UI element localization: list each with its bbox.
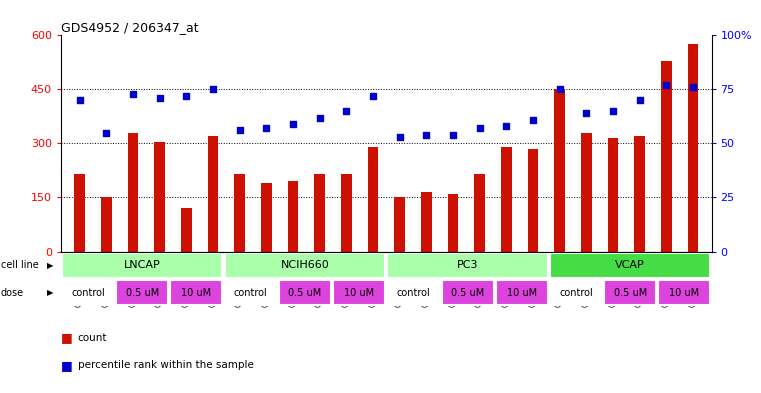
- Bar: [181, 208, 192, 252]
- Bar: [394, 197, 405, 252]
- Text: LNCAP: LNCAP: [124, 260, 161, 270]
- Point: [447, 132, 459, 138]
- Point: [127, 90, 139, 97]
- Point: [234, 127, 246, 134]
- Bar: [581, 132, 591, 252]
- Text: control: control: [559, 288, 593, 298]
- Point: [74, 97, 86, 103]
- Text: ■: ■: [61, 359, 72, 372]
- Text: 0.5 uM: 0.5 uM: [451, 288, 484, 298]
- Text: PC3: PC3: [457, 260, 479, 270]
- Point: [100, 129, 113, 136]
- Bar: [554, 90, 565, 252]
- Bar: [116, 280, 168, 305]
- Bar: [634, 136, 645, 252]
- Bar: [421, 192, 431, 252]
- Bar: [170, 280, 222, 305]
- Text: 0.5 uM: 0.5 uM: [288, 288, 321, 298]
- Text: dose: dose: [1, 288, 24, 298]
- Bar: [474, 174, 485, 252]
- Bar: [75, 174, 85, 252]
- Bar: [661, 61, 671, 252]
- Point: [527, 116, 539, 123]
- Text: control: control: [71, 288, 105, 298]
- Point: [154, 95, 166, 101]
- Bar: [550, 280, 602, 305]
- Point: [660, 82, 672, 88]
- Bar: [234, 174, 245, 252]
- Bar: [341, 174, 352, 252]
- Bar: [101, 197, 112, 252]
- Bar: [387, 253, 548, 278]
- Bar: [687, 44, 698, 252]
- Text: control: control: [234, 288, 268, 298]
- Point: [260, 125, 272, 131]
- Bar: [154, 141, 165, 252]
- Bar: [314, 174, 325, 252]
- Text: control: control: [396, 288, 430, 298]
- Point: [420, 132, 432, 138]
- Text: percentile rank within the sample: percentile rank within the sample: [78, 360, 253, 371]
- Point: [580, 110, 592, 116]
- Bar: [387, 280, 439, 305]
- Bar: [604, 280, 656, 305]
- Point: [180, 93, 193, 99]
- Bar: [279, 280, 331, 305]
- Text: ▶: ▶: [47, 288, 54, 297]
- Text: 0.5 uM: 0.5 uM: [613, 288, 647, 298]
- Point: [686, 84, 699, 90]
- Text: cell line: cell line: [1, 260, 39, 270]
- Text: NCIH660: NCIH660: [281, 260, 330, 270]
- Bar: [368, 147, 378, 252]
- Point: [473, 125, 486, 131]
- Bar: [261, 183, 272, 252]
- Point: [393, 134, 406, 140]
- Text: 10 uM: 10 uM: [670, 288, 699, 298]
- Bar: [501, 147, 511, 252]
- Text: VCAP: VCAP: [616, 260, 645, 270]
- Bar: [333, 280, 385, 305]
- Bar: [224, 253, 385, 278]
- Bar: [441, 280, 494, 305]
- Bar: [607, 138, 618, 252]
- Bar: [128, 132, 139, 252]
- Point: [314, 114, 326, 121]
- Text: GDS4952 / 206347_at: GDS4952 / 206347_at: [61, 21, 199, 34]
- Bar: [288, 181, 298, 252]
- Point: [340, 108, 352, 114]
- Point: [500, 123, 512, 129]
- Bar: [495, 280, 548, 305]
- Text: 10 uM: 10 uM: [507, 288, 537, 298]
- Point: [367, 93, 379, 99]
- Text: ■: ■: [61, 331, 72, 345]
- Bar: [62, 253, 222, 278]
- Bar: [447, 194, 458, 252]
- Bar: [208, 136, 218, 252]
- Point: [553, 86, 565, 93]
- Text: 10 uM: 10 uM: [181, 288, 212, 298]
- Text: ▶: ▶: [47, 261, 54, 270]
- Point: [207, 86, 219, 93]
- Bar: [658, 280, 711, 305]
- Bar: [527, 149, 538, 252]
- Bar: [550, 253, 711, 278]
- Bar: [224, 280, 277, 305]
- Text: count: count: [78, 333, 107, 343]
- Point: [607, 108, 619, 114]
- Text: 0.5 uM: 0.5 uM: [126, 288, 159, 298]
- Bar: [62, 280, 114, 305]
- Point: [287, 121, 299, 127]
- Point: [633, 97, 645, 103]
- Text: 10 uM: 10 uM: [344, 288, 374, 298]
